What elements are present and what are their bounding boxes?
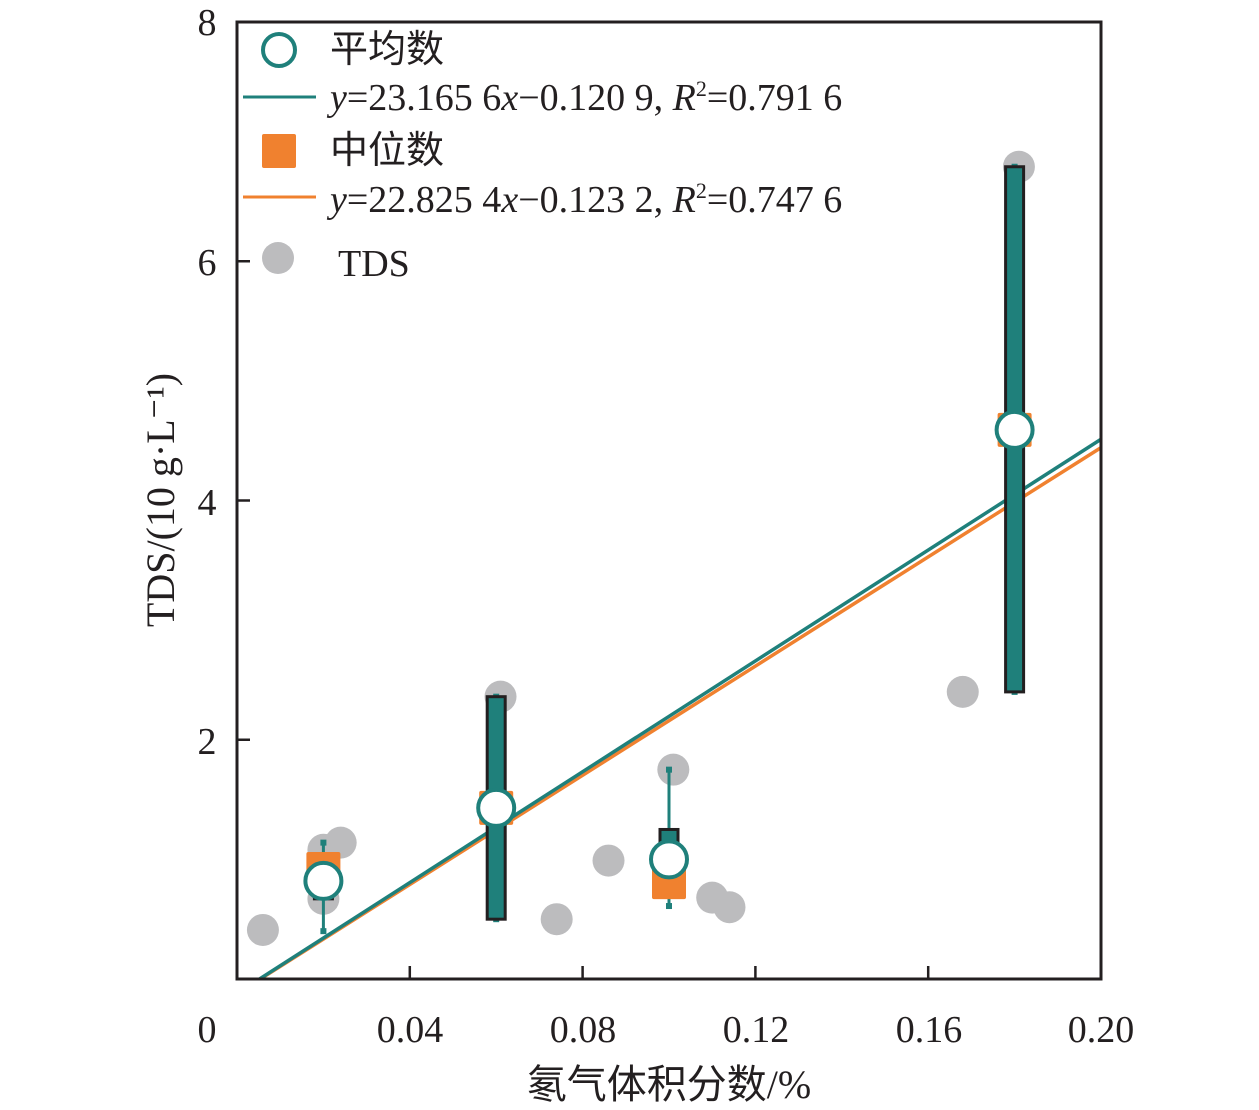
group-stat [476, 693, 517, 923]
y-tick-label: 4 [198, 482, 217, 524]
axis-ticks [237, 260, 930, 979]
legend-median-fit-label: y=22.825 4x−0.123 2, R2=0.747 6 [326, 178, 842, 221]
group-stats [303, 163, 1035, 935]
eq-part: =23.165 6 [347, 77, 501, 119]
x-tick-label: 0.12 [723, 1009, 790, 1051]
x-tick-label: 0.20 [1068, 1009, 1135, 1051]
y-tick-label: 2 [198, 721, 217, 763]
eq-part: =0.747 6 [707, 179, 842, 221]
fit-lines [258, 437, 1102, 981]
tds-point [657, 753, 690, 786]
whisker-cap [320, 839, 327, 846]
x-tick-label: 0 [198, 1009, 217, 1051]
eq-part: −0.120 9, [518, 77, 672, 119]
x-tick-label: 0.04 [377, 1009, 444, 1051]
tds-point [324, 826, 357, 859]
tds-points [246, 150, 1035, 946]
x-tick-label: 0.16 [896, 1009, 963, 1051]
eq-sup: 2 [696, 76, 707, 101]
tds-point [592, 844, 625, 877]
eq-sup: 2 [696, 178, 707, 203]
legend-mean-label: 平均数 [330, 29, 444, 71]
eq-x: x [500, 179, 518, 221]
legend-tds-label: TDS [338, 243, 410, 285]
y-tick-label: 8 [198, 2, 217, 44]
whisker-cap [320, 928, 327, 935]
group-stat [649, 766, 689, 910]
mean-marker [303, 860, 344, 901]
eq-part: −0.123 2, [518, 179, 672, 221]
x-axis-title: 氡气体积分数/% [527, 1062, 811, 1107]
legend-mean-marker [261, 32, 297, 68]
mean-marker [476, 787, 517, 828]
whisker-cap [666, 903, 672, 910]
whisker-cap [666, 766, 672, 773]
group-stat [994, 163, 1035, 695]
eq-part: =0.791 6 [707, 77, 842, 119]
legend-tds-marker [262, 242, 294, 274]
legend-median-marker [262, 134, 296, 168]
tds-point [946, 675, 979, 708]
y-tick-label: 6 [198, 242, 217, 284]
mean-marker [649, 839, 689, 880]
y-axis-title: TDS/(10 g·L⁻¹) [138, 373, 183, 627]
tds-point [246, 913, 279, 946]
mean_fit-line [258, 437, 1102, 981]
eq-x: x [500, 77, 518, 119]
legend: 平均数 y=23.165 6x−0.120 9, R2=0.791 6 中位数 … [243, 29, 842, 285]
mean-marker [994, 409, 1035, 450]
eq-r: R [672, 77, 696, 119]
x-tick-label: 0.08 [550, 1009, 617, 1051]
tds-point [540, 903, 573, 936]
eq-part: =22.825 4 [347, 179, 501, 221]
tds-point [713, 891, 746, 924]
group-stat [303, 839, 344, 935]
eq-y: y [326, 77, 347, 119]
legend-median-label: 中位数 [330, 130, 444, 172]
eq-y: y [326, 179, 347, 221]
legend-mean-fit-label: y=23.165 6x−0.120 9, R2=0.791 6 [326, 76, 842, 119]
eq-r: R [672, 179, 696, 221]
